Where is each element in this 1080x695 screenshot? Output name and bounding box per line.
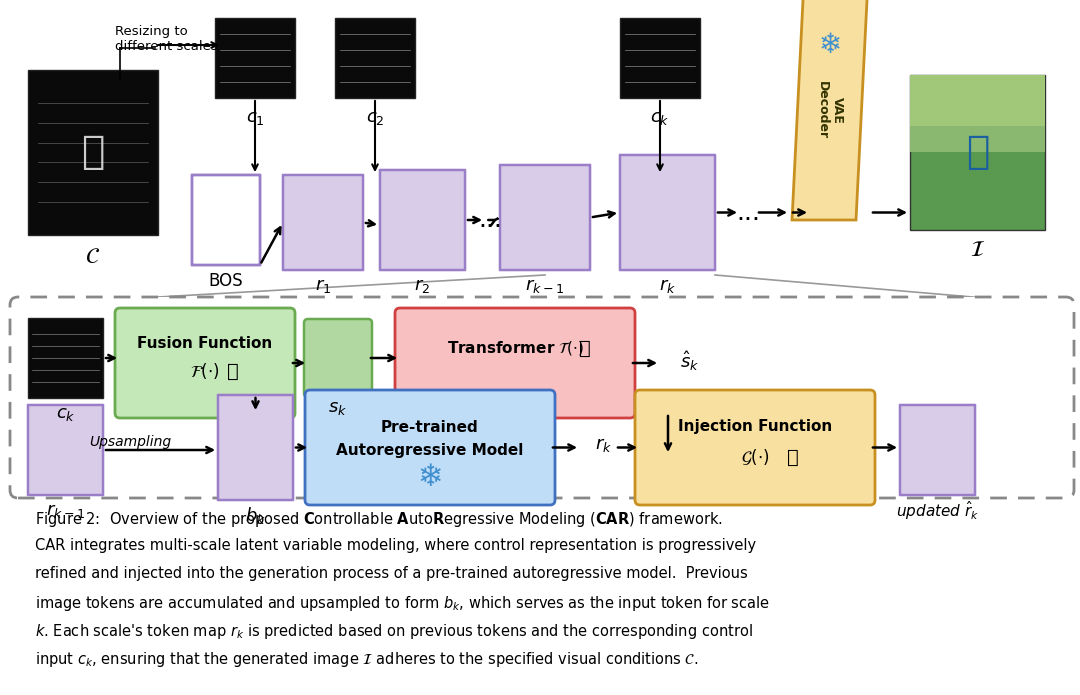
Text: $r_k$: $r_k$ (595, 436, 612, 455)
Bar (910, 75, 1045, 126)
FancyBboxPatch shape (305, 390, 555, 505)
Bar (620, 18, 700, 98)
Bar (335, 18, 415, 98)
FancyBboxPatch shape (10, 297, 1074, 498)
Text: Fusion Function: Fusion Function (137, 336, 272, 350)
Bar (910, 75, 1045, 230)
Bar (215, 18, 295, 98)
Text: $r_2$: $r_2$ (415, 277, 431, 295)
FancyBboxPatch shape (192, 175, 260, 265)
FancyBboxPatch shape (114, 308, 295, 418)
Text: $\mathcal{F}(\cdot)$: $\mathcal{F}(\cdot)$ (190, 361, 220, 381)
Text: Upsampling: Upsampling (89, 435, 171, 449)
Text: input $c_k$, ensuring that the generated image $\mathcal{I}$ adheres to the spec: input $c_k$, ensuring that the generated… (35, 650, 699, 669)
Text: $c_k$: $c_k$ (56, 405, 76, 423)
Text: $\mathcal{I}$: $\mathcal{I}$ (970, 240, 985, 260)
FancyBboxPatch shape (635, 390, 875, 505)
Text: Autoregressive Model: Autoregressive Model (336, 443, 524, 457)
FancyBboxPatch shape (380, 170, 465, 270)
Text: $r_{k-1}$: $r_{k-1}$ (46, 502, 85, 520)
Text: $\mathcal{C}$: $\mathcal{C}$ (85, 247, 100, 267)
Text: ❄: ❄ (819, 31, 841, 59)
FancyBboxPatch shape (500, 165, 590, 270)
Text: Pre-trained: Pre-trained (381, 420, 478, 434)
FancyBboxPatch shape (395, 308, 635, 418)
Text: $b_k$: $b_k$ (245, 505, 266, 527)
Text: updated $\hat{r}_k$: updated $\hat{r}_k$ (896, 500, 980, 523)
Polygon shape (792, 0, 868, 220)
FancyBboxPatch shape (218, 395, 293, 500)
Text: $\hat{s}_k$: $\hat{s}_k$ (680, 349, 699, 373)
FancyBboxPatch shape (28, 405, 103, 495)
Bar (28, 318, 103, 398)
Text: Transformer $\mathcal{T}(\cdot)$: Transformer $\mathcal{T}(\cdot)$ (446, 339, 583, 357)
Text: Resizing to
different scales: Resizing to different scales (114, 25, 218, 53)
FancyBboxPatch shape (283, 175, 363, 270)
Text: ❄: ❄ (417, 462, 443, 491)
Text: $\mathcal{G}(\cdot)$: $\mathcal{G}(\cdot)$ (741, 447, 769, 467)
Text: 🐦: 🐦 (966, 133, 989, 172)
Text: 🔥: 🔥 (579, 338, 591, 357)
Text: image tokens are accumulated and upsampled to form $b_k$, which serves as the in: image tokens are accumulated and upsampl… (35, 594, 770, 613)
Text: 🔥: 🔥 (227, 361, 239, 380)
Text: ...: ... (735, 201, 760, 225)
Text: $r_{k-1}$: $r_{k-1}$ (526, 277, 565, 295)
Text: $s_k$: $s_k$ (328, 399, 348, 417)
Text: $c_k$: $c_k$ (650, 109, 670, 127)
Bar (28, 70, 158, 235)
Text: $r_1$: $r_1$ (315, 277, 332, 295)
Text: ...: ... (478, 208, 502, 232)
Text: $c_2$: $c_2$ (366, 109, 384, 127)
Text: 〜: 〜 (81, 133, 105, 172)
Text: refined and injected into the generation process of a pre-trained autoregressive: refined and injected into the generation… (35, 566, 747, 581)
Text: $c_1$: $c_1$ (245, 109, 265, 127)
Text: $k$. Each scale's token map $r_k$ is predicted based on previous tokens and the : $k$. Each scale's token map $r_k$ is pre… (35, 622, 753, 641)
Text: CAR integrates multi-scale latent variable modeling, where control representatio: CAR integrates multi-scale latent variab… (35, 538, 756, 553)
Bar (910, 75, 1045, 152)
Text: Figure 2:  Overview of the proposed $\mathbf{C}$ontrollable $\mathbf{A}$uto$\mat: Figure 2: Overview of the proposed $\mat… (35, 510, 723, 529)
Text: VAE
Decoder: VAE Decoder (816, 81, 843, 139)
Text: $r_k$: $r_k$ (659, 277, 676, 295)
Text: BOS: BOS (208, 272, 243, 290)
Text: 🔥: 🔥 (787, 448, 799, 466)
Text: Injection Function: Injection Function (678, 420, 832, 434)
FancyBboxPatch shape (900, 405, 975, 495)
FancyBboxPatch shape (303, 319, 372, 397)
FancyBboxPatch shape (620, 155, 715, 270)
